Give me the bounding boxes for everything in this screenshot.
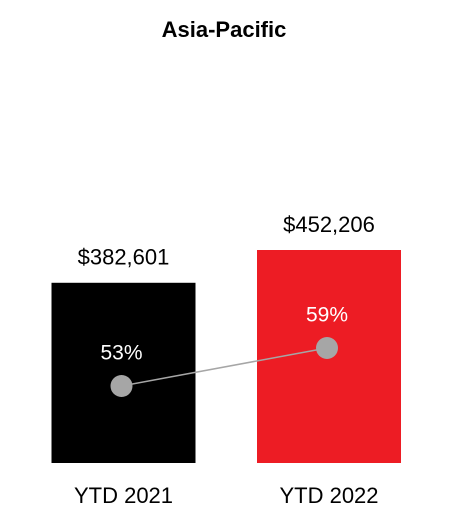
line-point (316, 337, 338, 359)
value-label: $452,206 (283, 212, 375, 237)
value-label: $382,601 (78, 245, 170, 270)
line (121, 347, 328, 387)
x-tick-label: YTD 2022 (279, 483, 378, 508)
chart-title: Asia-Pacific (162, 17, 287, 42)
value-label: 59% (306, 304, 348, 327)
bar (51, 282, 196, 463)
value-label: 53% (100, 342, 142, 365)
x-tick-label: YTD 2021 (74, 483, 173, 508)
line-point (110, 375, 133, 397)
